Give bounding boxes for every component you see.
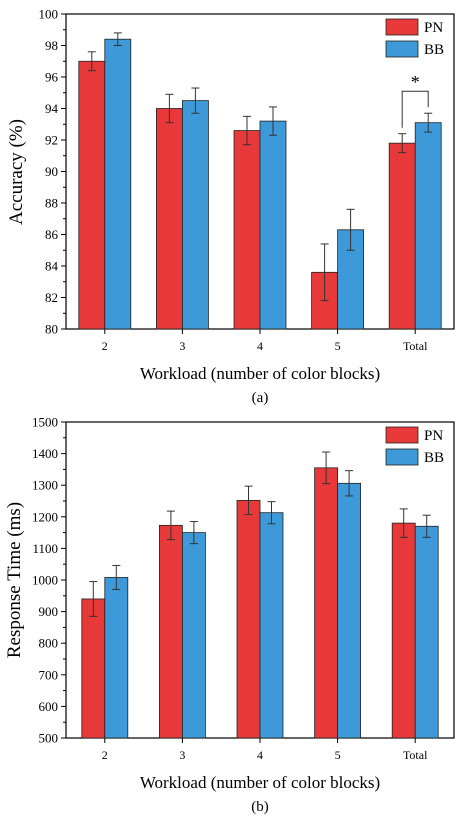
x-axis-title: Workload (number of color blocks) [140,364,380,383]
legend-label-bb: BB [424,42,444,58]
y-tick-label: 900 [39,604,59,619]
legend-swatch-pn [385,426,419,444]
y-tick-label: 96 [45,70,59,85]
x-tick-label: 3 [179,339,185,353]
y-axis-title: Response Time (ms) [4,502,25,658]
bar-pn [233,130,261,330]
y-tick-label: 82 [45,290,58,305]
bar-bb [414,525,439,739]
y-tick-label: 92 [45,133,58,148]
y-tick-label: 1500 [32,415,58,430]
bar-pn [391,522,416,739]
y-tick-label: 88 [45,196,58,211]
significance-bracket [401,90,429,128]
x-tick-label: Total [403,748,428,762]
accuracy-chart: 80 82 84 86 88 90 92 94 96 98 100 2 3 4 5 Total * PN BB Wor… [6,7,455,406]
bar-pn [314,467,339,739]
y-tick-label: 1000 [32,573,58,588]
y-tick-label: 94 [45,101,59,116]
bar-pn [158,524,183,739]
y-tick-label: 1200 [32,509,58,524]
significance-marker: * [411,72,420,92]
x-tick-label: 5 [335,748,341,762]
legend-swatch-pn [385,18,419,36]
panel-label: (a) [252,390,269,406]
panel-label: (b) [251,799,269,815]
response-time-chart: 500 600 700 800 900 1000 1100 1200 1300 1400 1500 2… [4,415,455,815]
y-tick-label: 1100 [32,541,58,556]
bar-bb [259,120,287,330]
y-tick-label: 1300 [32,478,58,493]
x-tick-label: 3 [179,748,185,762]
x-tick-label: 2 [102,339,108,353]
x-tick-label: 5 [335,339,341,353]
bar-bb [104,38,132,330]
bar-pn [155,108,183,330]
y-tick-label: 80 [45,322,58,337]
y-tick-label: 90 [45,164,58,179]
bar-bb [259,512,284,739]
x-tick-label: 2 [102,748,108,762]
y-tick-label: 100 [39,7,59,22]
x-tick-label: Total [403,339,428,353]
legend-label-pn: PN [424,20,443,36]
y-tick-label: 86 [45,227,59,242]
bar-pn [236,499,261,739]
bar-bb [181,100,209,330]
legend-label-pn: PN [424,428,443,444]
x-tick-label: 4 [257,748,263,762]
bar-bb [337,482,362,739]
y-tick-label: 1400 [32,446,58,461]
legend-swatch-bb [385,448,419,466]
legend-swatch-bb [385,40,419,58]
bar-bb [181,532,206,739]
y-tick-label: 98 [45,38,58,53]
y-tick-label: 800 [39,636,59,651]
y-tick-label: 84 [45,259,59,274]
bar-bb [104,577,129,739]
bar-pn [388,142,416,330]
y-tick-label: 500 [39,731,59,746]
bar-pn [81,598,106,739]
y-axis-title: Accuracy (%) [6,119,27,225]
y-tick-label: 700 [39,667,59,682]
bar-bb [414,122,442,330]
legend-label-bb: BB [424,450,444,466]
bar-pn [78,60,106,330]
x-axis-title: Workload (number of color blocks) [140,773,380,792]
y-tick-label: 600 [39,699,59,714]
x-tick-label: 4 [257,339,263,353]
